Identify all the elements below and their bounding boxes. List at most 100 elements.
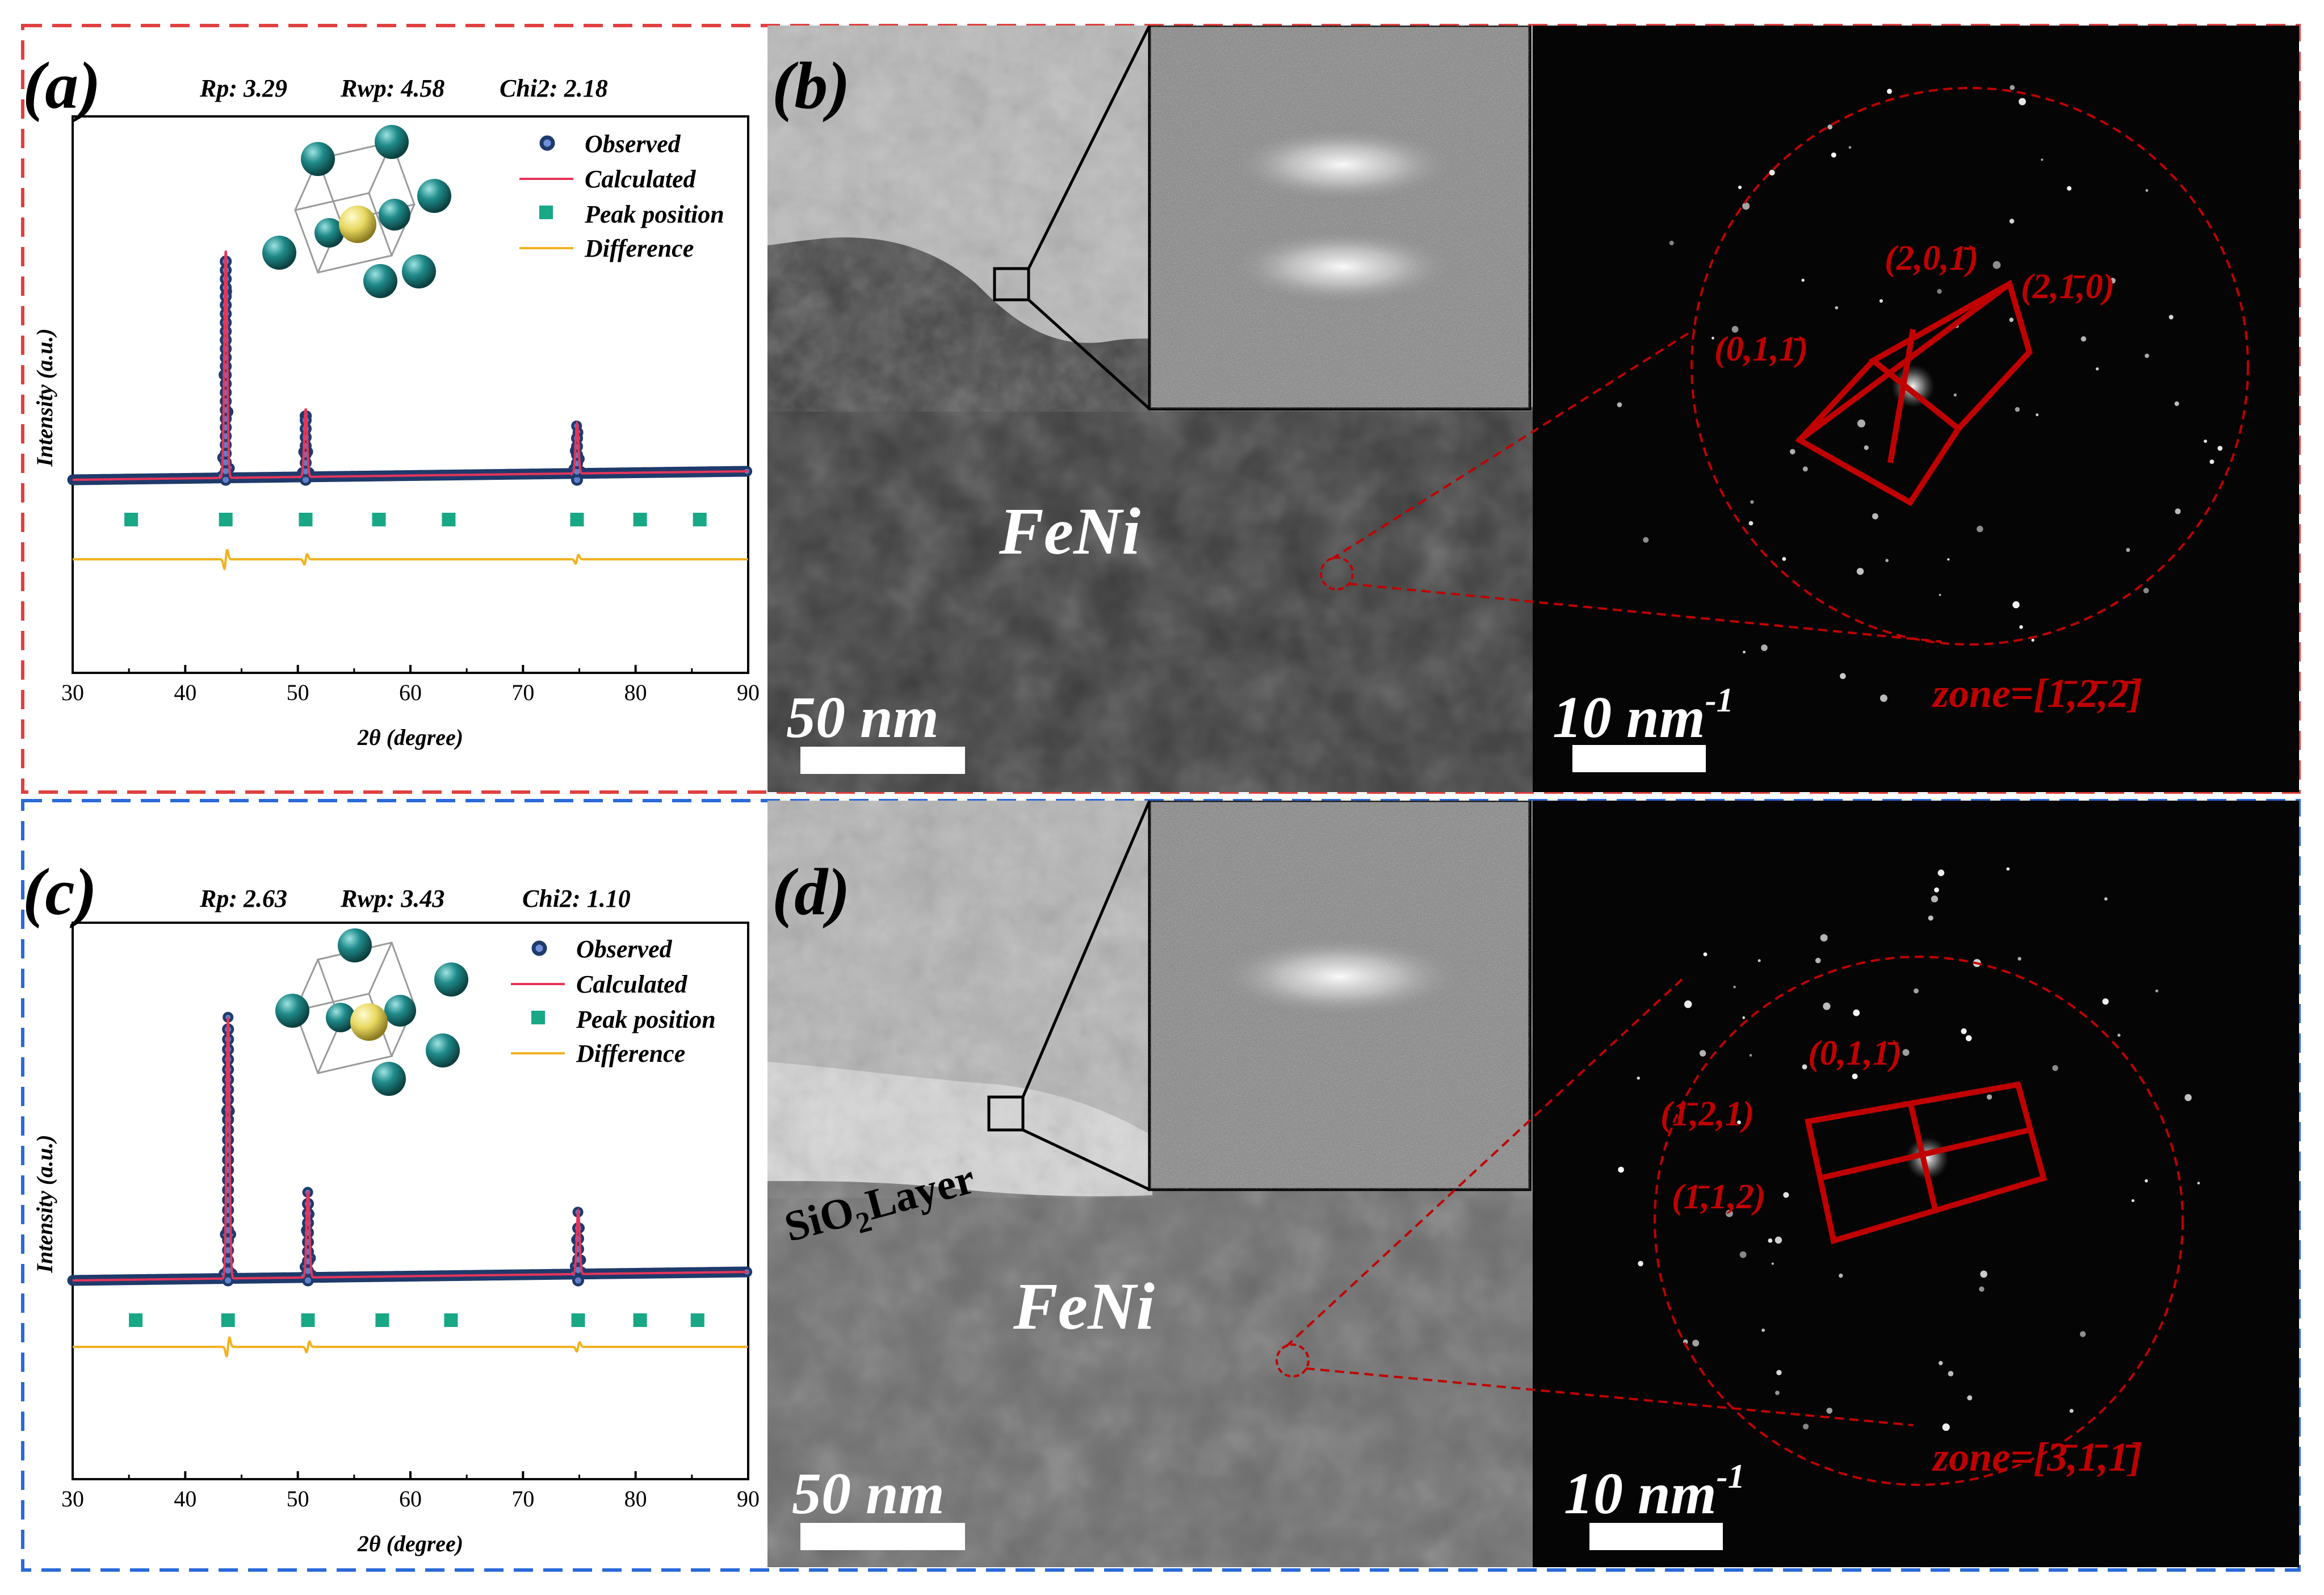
- peak-position-mark: [299, 513, 313, 526]
- fit-rwp-c: Rwp: 3.43: [340, 885, 444, 912]
- peak-position-mark: [124, 513, 139, 526]
- svg-text:Difference: Difference: [584, 235, 694, 262]
- diffraction-spot: [1643, 537, 1649, 543]
- diffraction-spot: [1775, 1236, 1782, 1244]
- scale-text-d2: 10 nm-1: [1564, 1458, 1745, 1526]
- observed-point: [222, 1274, 234, 1287]
- xlabel-c: 2θ (degree): [357, 1531, 463, 1556]
- diffraction-spot: [1782, 557, 1786, 561]
- diffraction-spot: [1939, 593, 1941, 596]
- observed-point: [572, 1274, 584, 1287]
- xrd-panel-a: (a) Rp: 3.29 Rwp: 4.58 Chi2: 2.18 30 40 50…: [23, 48, 760, 750]
- x-tick-label: 70: [511, 680, 534, 705]
- peak-position-mark: [221, 1313, 235, 1327]
- diffraction-spot: [1733, 985, 1736, 989]
- diffraction-spot: [1769, 169, 1775, 176]
- diffraction-spot: [1938, 1360, 1943, 1366]
- panel-label-c: (c): [23, 855, 97, 929]
- diffraction-spot: [1948, 1371, 1954, 1376]
- crystal-structure-c: [275, 928, 468, 1096]
- diffraction-spot: [1684, 1000, 1692, 1008]
- scale-bar-b: [800, 747, 965, 774]
- diffraction-spot: [2145, 189, 2149, 192]
- lattice-grid-b: [1795, 279, 2033, 506]
- scale-text-d: 50 nm: [792, 1461, 945, 1526]
- diffraction-spot: [1726, 1209, 1733, 1217]
- observed-point: [222, 1103, 234, 1116]
- diffraction-spot: [2168, 315, 2174, 320]
- diffraction-spot: [1748, 521, 1754, 526]
- diffraction-spot: [1738, 185, 1742, 190]
- diffraction-spot: [1831, 152, 1836, 158]
- diffraction-spot: [1872, 513, 1878, 520]
- fit-chi2-c: Chi2: 1.10: [522, 885, 631, 912]
- peak-position-mark: [693, 513, 707, 526]
- observed-point: [302, 1217, 314, 1229]
- diffraction-spot: [1790, 449, 1796, 455]
- diffraction-spots-d: [1618, 867, 2200, 1431]
- diffraction-spot: [1879, 299, 1883, 303]
- diffraction-spot: [2131, 1199, 2134, 1202]
- svg-text:Peak position: Peak position: [576, 1006, 716, 1033]
- diffraction-spot: [1887, 89, 1892, 94]
- miller-b-3: (0,1,1̄): [1714, 330, 1808, 369]
- diffraction-spot: [1840, 673, 1846, 679]
- diffraction-spot: [2217, 446, 2223, 451]
- diffraction-spot: [1749, 1054, 1752, 1057]
- diffraction-spot: [1835, 306, 1839, 309]
- diffraction-spot: [1937, 289, 1942, 294]
- observed-point: [222, 1094, 234, 1106]
- fit-rp-a: Rp: 3.29: [199, 74, 287, 102]
- scale-bar-d2: [1589, 1523, 1723, 1550]
- difference-line: [73, 549, 748, 571]
- plot-area-c: [67, 1012, 753, 1358]
- difference-line: [73, 1336, 748, 1358]
- scale-text-b: 50 nm: [786, 685, 939, 750]
- diffraction-spot: [1848, 146, 1852, 149]
- ylabel-c: Intensity (a.u.): [32, 1134, 57, 1273]
- miller-b-1: (2,0,1̄): [1885, 239, 1978, 278]
- diffraction-spot: [2019, 98, 2026, 106]
- panel-label-a: (a): [23, 48, 101, 123]
- x-tick-label: 60: [399, 680, 422, 705]
- saed-panel-d: (0,1,1̄) (1̄,2,1) (1̄,1,2) zone=[3̄,1̄,1…: [1533, 801, 2299, 1567]
- diffraction-spot: [1856, 568, 1864, 575]
- miller-d-1: (0,1,1̄): [1808, 1034, 1902, 1073]
- svg-text:Calculated: Calculated: [585, 165, 697, 193]
- diffraction-spot: [1853, 1009, 1860, 1016]
- diffraction-spot: [2079, 1331, 2086, 1337]
- diffraction-spot: [1961, 1028, 1967, 1035]
- observed-point: [302, 1274, 314, 1287]
- diffraction-spot: [1885, 559, 1889, 562]
- peak-position-mark: [129, 1313, 143, 1327]
- diffraction-spot: [2145, 1179, 2148, 1183]
- diffraction-spot: [2010, 85, 2015, 90]
- svg-text:Observed: Observed: [585, 130, 681, 158]
- diffraction-spot: [1731, 326, 1739, 333]
- calculated-line: [73, 250, 748, 481]
- diffraction-spot: [1934, 887, 1939, 893]
- diffraction-spot: [1931, 895, 1938, 903]
- diffraction-spot: [2095, 367, 2099, 371]
- diffraction-spot: [1737, 1120, 1741, 1124]
- observed-point: [302, 1236, 314, 1248]
- diffraction-spot: [1637, 1077, 1640, 1080]
- diffraction-spot: [2009, 219, 2015, 224]
- observed-point: [222, 1154, 234, 1166]
- observed-point: [222, 1124, 234, 1136]
- x-tick-label: 90: [737, 1486, 760, 1512]
- diffraction-spot: [1947, 558, 1950, 561]
- peak-position-mark: [375, 1313, 389, 1327]
- miller-b-2: (2,1̄,0): [2021, 267, 2115, 306]
- peak-position-mark: [570, 513, 584, 526]
- x-tick-label: 60: [399, 1486, 422, 1512]
- diffraction-spot: [1953, 393, 1957, 397]
- x-tick-label: 50: [287, 1486, 309, 1512]
- diffraction-spot: [1638, 1261, 1643, 1267]
- diffraction-spot: [1617, 402, 1622, 408]
- observed-point: [572, 1232, 584, 1245]
- x-tick-label: 50: [287, 680, 309, 705]
- tem-panel-d: SiO2Layer FeNi 50 nm: [767, 801, 1544, 1567]
- peak-position-mark: [571, 1313, 585, 1327]
- xrd-panel-c: (c) Rp: 2.63 Rwp: 3.43 Chi2: 1.10 30 40 50…: [23, 855, 760, 1556]
